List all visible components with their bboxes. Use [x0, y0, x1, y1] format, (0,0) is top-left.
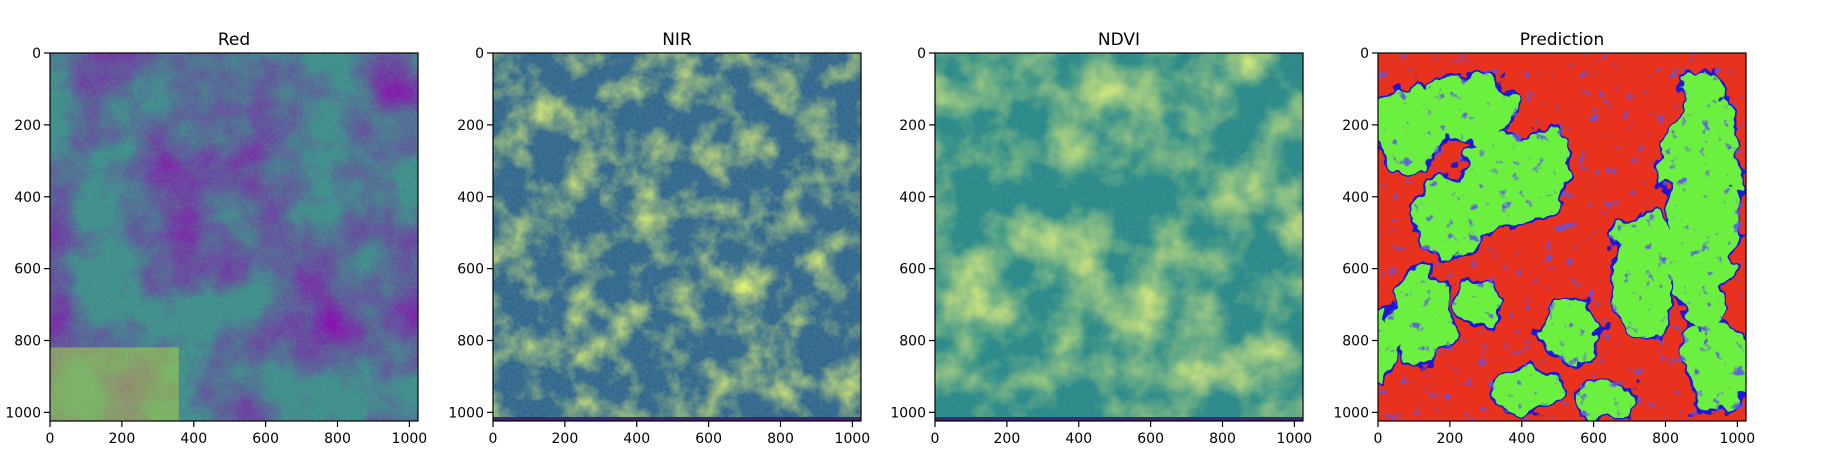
y-tick-label: 1000 [1333, 405, 1369, 421]
panel-ndvi: 0 200 400 600 800 1000 0 200 400 600 800 1000 NDVI [890, 30, 1312, 447]
y-tick-label: 400 [1342, 190, 1369, 206]
x-tick-label: 200 [1437, 431, 1464, 447]
x-tick-label: 800 [1209, 431, 1236, 447]
y-tick-label: 0 [32, 46, 41, 62]
y-tick-label: 600 [1342, 262, 1369, 278]
y-tick-label: 1000 [890, 405, 926, 421]
heatmap-image [50, 53, 418, 421]
x-tick-label: 0 [489, 431, 498, 447]
x-tick-label: 0 [1374, 431, 1383, 447]
y-tick-label: 800 [14, 334, 41, 350]
x-tick-label: 600 [695, 431, 722, 447]
panel-title: NIR [662, 30, 692, 50]
x-tick-label: 1000 [835, 431, 871, 447]
y-tick-label: 400 [14, 190, 41, 206]
x-tick-label: 200 [552, 431, 579, 447]
y-tick-label: 400 [899, 190, 926, 206]
x-tick-label: 0 [46, 431, 55, 447]
x-tick-label: 400 [180, 431, 207, 447]
y-tick-label: 800 [1342, 334, 1369, 350]
x-tick-label: 200 [994, 431, 1021, 447]
heatmap-image [1378, 53, 1746, 421]
panel-prediction: 0 200 400 600 800 1000 0 200 400 600 800 1000 Predic… [1333, 30, 1755, 447]
x-tick-label: 600 [1580, 431, 1607, 447]
y-tick-label: 400 [457, 190, 484, 206]
axes-frame [492, 52, 862, 422]
x-tick-label: 800 [324, 431, 351, 447]
y-tick-label: 200 [1342, 118, 1369, 134]
y-tick-label: 200 [899, 118, 926, 134]
y-tick-label: 0 [475, 46, 484, 62]
y-tick-label: 800 [457, 334, 484, 350]
x-tick-label: 800 [1652, 431, 1679, 447]
x-tick-label: 1000 [1277, 431, 1313, 447]
x-tick-label: 0 [931, 431, 940, 447]
heatmap-image [935, 53, 1303, 421]
panel-title: Prediction [1520, 30, 1604, 50]
x-tick-label: 400 [1065, 431, 1092, 447]
axes-frame [1377, 52, 1747, 422]
y-tick-label: 600 [14, 262, 41, 278]
panel-title: NDVI [1098, 30, 1140, 50]
y-tick-label: 1000 [448, 405, 484, 421]
x-tick-label: 200 [109, 431, 136, 447]
axes-frame [934, 52, 1304, 422]
y-tick-label: 0 [1360, 46, 1369, 62]
panel-title: Red [218, 30, 250, 50]
x-tick-label: 1000 [392, 431, 428, 447]
axes-frame [49, 52, 419, 422]
y-tick-label: 200 [14, 118, 41, 134]
y-tick-label: 1000 [5, 405, 41, 421]
x-tick-label: 600 [252, 431, 279, 447]
class-speckle [1378, 53, 1746, 421]
x-tick-label: 800 [767, 431, 794, 447]
x-tick-label: 400 [1508, 431, 1535, 447]
panel-nir: 0 200 400 600 800 1000 0 200 400 600 800 1000 NIR [448, 30, 870, 447]
x-tick-label: 400 [623, 431, 650, 447]
heatmap-image [493, 53, 861, 421]
x-tick-label: 1000 [1720, 431, 1756, 447]
y-tick-label: 0 [917, 46, 926, 62]
x-tick-label: 600 [1137, 431, 1164, 447]
y-tick-label: 800 [899, 334, 926, 350]
y-tick-label: 200 [457, 118, 484, 134]
y-tick-label: 600 [899, 262, 926, 278]
y-tick-label: 600 [457, 262, 484, 278]
panel-red: 0 200 400 600 800 1000 0 200 400 600 800 1000 Red [5, 30, 427, 447]
